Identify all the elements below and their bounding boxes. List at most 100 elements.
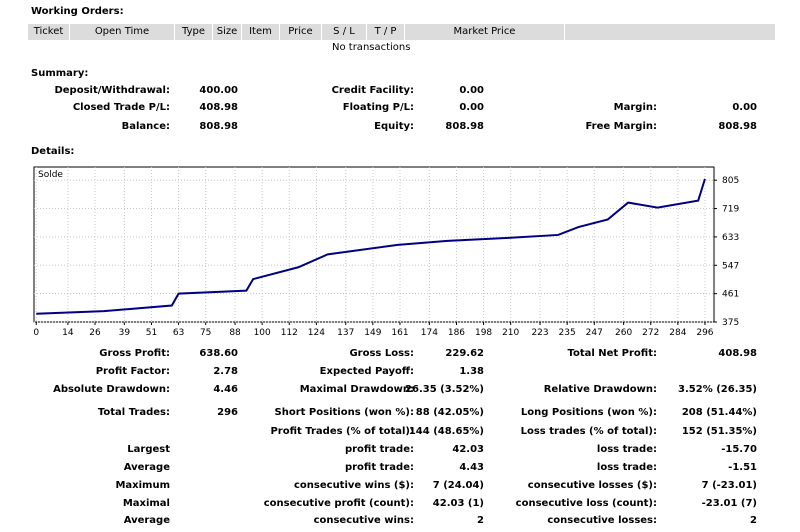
field-label: Balance: — [121, 121, 170, 132]
field-label: Total Trades: — [97, 407, 170, 418]
field-label: profit trade: — [344, 462, 414, 473]
x-tick-label: 247 — [586, 328, 603, 338]
field-label: loss trade: — [596, 444, 657, 455]
column-header: Size — [213, 24, 242, 40]
x-tick-label: 235 — [559, 328, 576, 338]
field-value: 26.35 (3.52%) — [405, 384, 484, 395]
section-title: Details: — [31, 146, 75, 157]
x-tick-label: 14 — [62, 328, 74, 338]
field-value: 2 — [477, 515, 484, 526]
field-label: Closed Trade P/L: — [72, 102, 170, 113]
field-value: 42.03 (1) — [432, 498, 484, 509]
field-label: profit trade: — [344, 444, 414, 455]
x-tick-label: 112 — [281, 328, 298, 338]
field-value: 808.98 — [199, 121, 238, 132]
x-tick-label: 88 — [229, 328, 241, 338]
field-value: 408.98 — [718, 348, 757, 359]
x-tick-label: 174 — [421, 328, 438, 338]
field-label: Average — [123, 462, 170, 473]
field-value: 152 (51.35%) — [681, 426, 757, 437]
x-tick-label: 26 — [89, 328, 101, 338]
field-label: Loss trades (% of total): — [520, 426, 657, 437]
field-label: consecutive profit (count): — [263, 498, 414, 509]
field-value: 296 — [217, 407, 238, 418]
y-tick-label: 375 — [722, 318, 739, 328]
field-value: 638.60 — [199, 348, 238, 359]
y-tick-label: 547 — [722, 261, 739, 271]
x-tick-label: 124 — [308, 328, 325, 338]
plot-frame — [33, 166, 715, 323]
field-label: Credit Facility: — [331, 85, 414, 96]
x-tick-label: 296 — [696, 328, 713, 338]
field-value: 229.62 — [445, 348, 484, 359]
field-value: 7 (24.04) — [432, 480, 484, 491]
field-value: -23.01 (7) — [701, 498, 757, 509]
chart: 0 14 26 39 51 63 75 88 100 112 124 137 149 161 174 186 1… — [33, 166, 739, 338]
field-value: 88 (42.05%) — [415, 407, 484, 418]
field-label: consecutive loss (count): — [515, 498, 657, 509]
field-label: Deposit/Withdrawal: — [54, 85, 170, 96]
x-tick-label: 51 — [146, 328, 157, 338]
field-label: Long Positions (won %): — [520, 407, 657, 418]
x-tick-label: 260 — [615, 328, 632, 338]
field-value: 1.38 — [459, 366, 484, 377]
column-header: Ticket — [28, 24, 70, 40]
field-label: Total Net Profit: — [567, 348, 657, 359]
field-label: consecutive wins: — [313, 515, 414, 526]
y-tick-label: 805 — [722, 176, 739, 186]
column-header: S / L — [322, 24, 367, 40]
column-header: Open Time — [70, 24, 175, 40]
x-tick-label: 75 — [200, 328, 211, 338]
column-header: T / P — [367, 24, 405, 40]
y-tick-label: 633 — [722, 233, 739, 243]
column-header: Price — [280, 24, 322, 40]
x-tick-label: 198 — [475, 328, 492, 338]
field-label: Short Positions (won %): — [274, 407, 414, 418]
field-label: Profit Factor: — [95, 366, 170, 377]
x-tick-label: 223 — [531, 328, 548, 338]
column-header: Item — [242, 24, 280, 40]
field-value: 808.98 — [718, 121, 757, 132]
field-label: Floating P/L: — [342, 102, 414, 113]
field-label: Margin: — [613, 102, 657, 113]
field-label: Free Margin: — [585, 121, 657, 132]
y-tick-label: 719 — [722, 205, 739, 215]
field-value: 208 (51.44%) — [681, 407, 757, 418]
line-series — [36, 178, 706, 315]
field-label: Maximum — [115, 480, 170, 491]
empty-note: No transactions — [332, 42, 411, 53]
column-header: Market Price — [405, 24, 565, 40]
x-tick-label: 0 — [33, 328, 39, 338]
x-tick-label: 210 — [502, 328, 519, 338]
field-label: Expected Payoff: — [319, 366, 414, 377]
field-value: 808.98 — [445, 121, 484, 132]
field-value: 408.98 — [199, 102, 238, 113]
field-label: Average — [123, 515, 170, 526]
field-label: loss trade: — [596, 462, 657, 473]
x-tick-label: 39 — [119, 328, 131, 338]
section-title: Summary: — [31, 68, 89, 79]
legend-label: Solde — [38, 170, 63, 180]
field-label: Equity: — [374, 121, 414, 132]
field-label: Largest — [127, 444, 170, 455]
field-label: Gross Profit: — [99, 348, 170, 359]
field-value: 4.43 — [459, 462, 484, 473]
field-value: -15.70 — [721, 444, 757, 455]
field-value: 0.00 — [732, 102, 757, 113]
field-value: -1.51 — [728, 462, 757, 473]
x-tick-label: 272 — [642, 328, 659, 338]
x-tick-label: 100 — [254, 328, 271, 338]
field-label: Maximal Drawdown: — [299, 384, 414, 395]
x-tick-label: 137 — [337, 328, 354, 338]
x-tick-label: 63 — [173, 328, 184, 338]
field-value: 400.00 — [199, 85, 238, 96]
field-label: consecutive losses ($): — [527, 480, 657, 491]
section-title: Working Orders: — [31, 6, 124, 17]
x-tick-label: 161 — [391, 328, 408, 338]
field-value: 0.00 — [459, 85, 484, 96]
field-value: 2.78 — [213, 366, 238, 377]
field-label: Profit Trades (% of total): — [270, 426, 414, 437]
field-label: Absolute Drawdown: — [53, 384, 170, 395]
